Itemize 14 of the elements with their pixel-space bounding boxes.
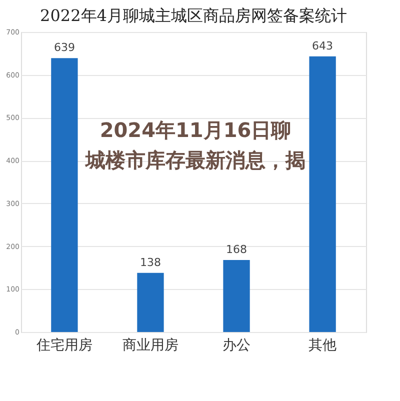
data-label: 168 xyxy=(226,243,248,256)
data-label: 639 xyxy=(54,41,75,54)
data-label: 643 xyxy=(312,39,334,52)
data-label: 138 xyxy=(140,256,161,269)
x-tick-label: 商业用房 xyxy=(122,338,178,354)
annotation: 2024年11月16日聊城楼市库存最新消息，揭 xyxy=(84,118,306,172)
bar xyxy=(309,56,336,332)
bar xyxy=(223,260,250,332)
bar xyxy=(137,272,164,332)
x-tick-label: 办公 xyxy=(222,338,251,354)
x-tick-label: 住宅用房 xyxy=(35,338,92,354)
bar xyxy=(51,58,78,332)
x-tick-label: 其他 xyxy=(308,338,337,354)
chart-title: 2022年4月聊城主城区商品房网签备案统计 xyxy=(40,6,347,25)
